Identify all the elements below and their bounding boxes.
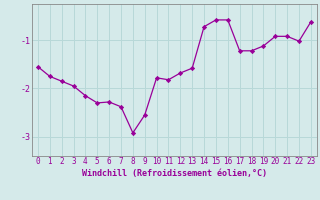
X-axis label: Windchill (Refroidissement éolien,°C): Windchill (Refroidissement éolien,°C) — [82, 169, 267, 178]
